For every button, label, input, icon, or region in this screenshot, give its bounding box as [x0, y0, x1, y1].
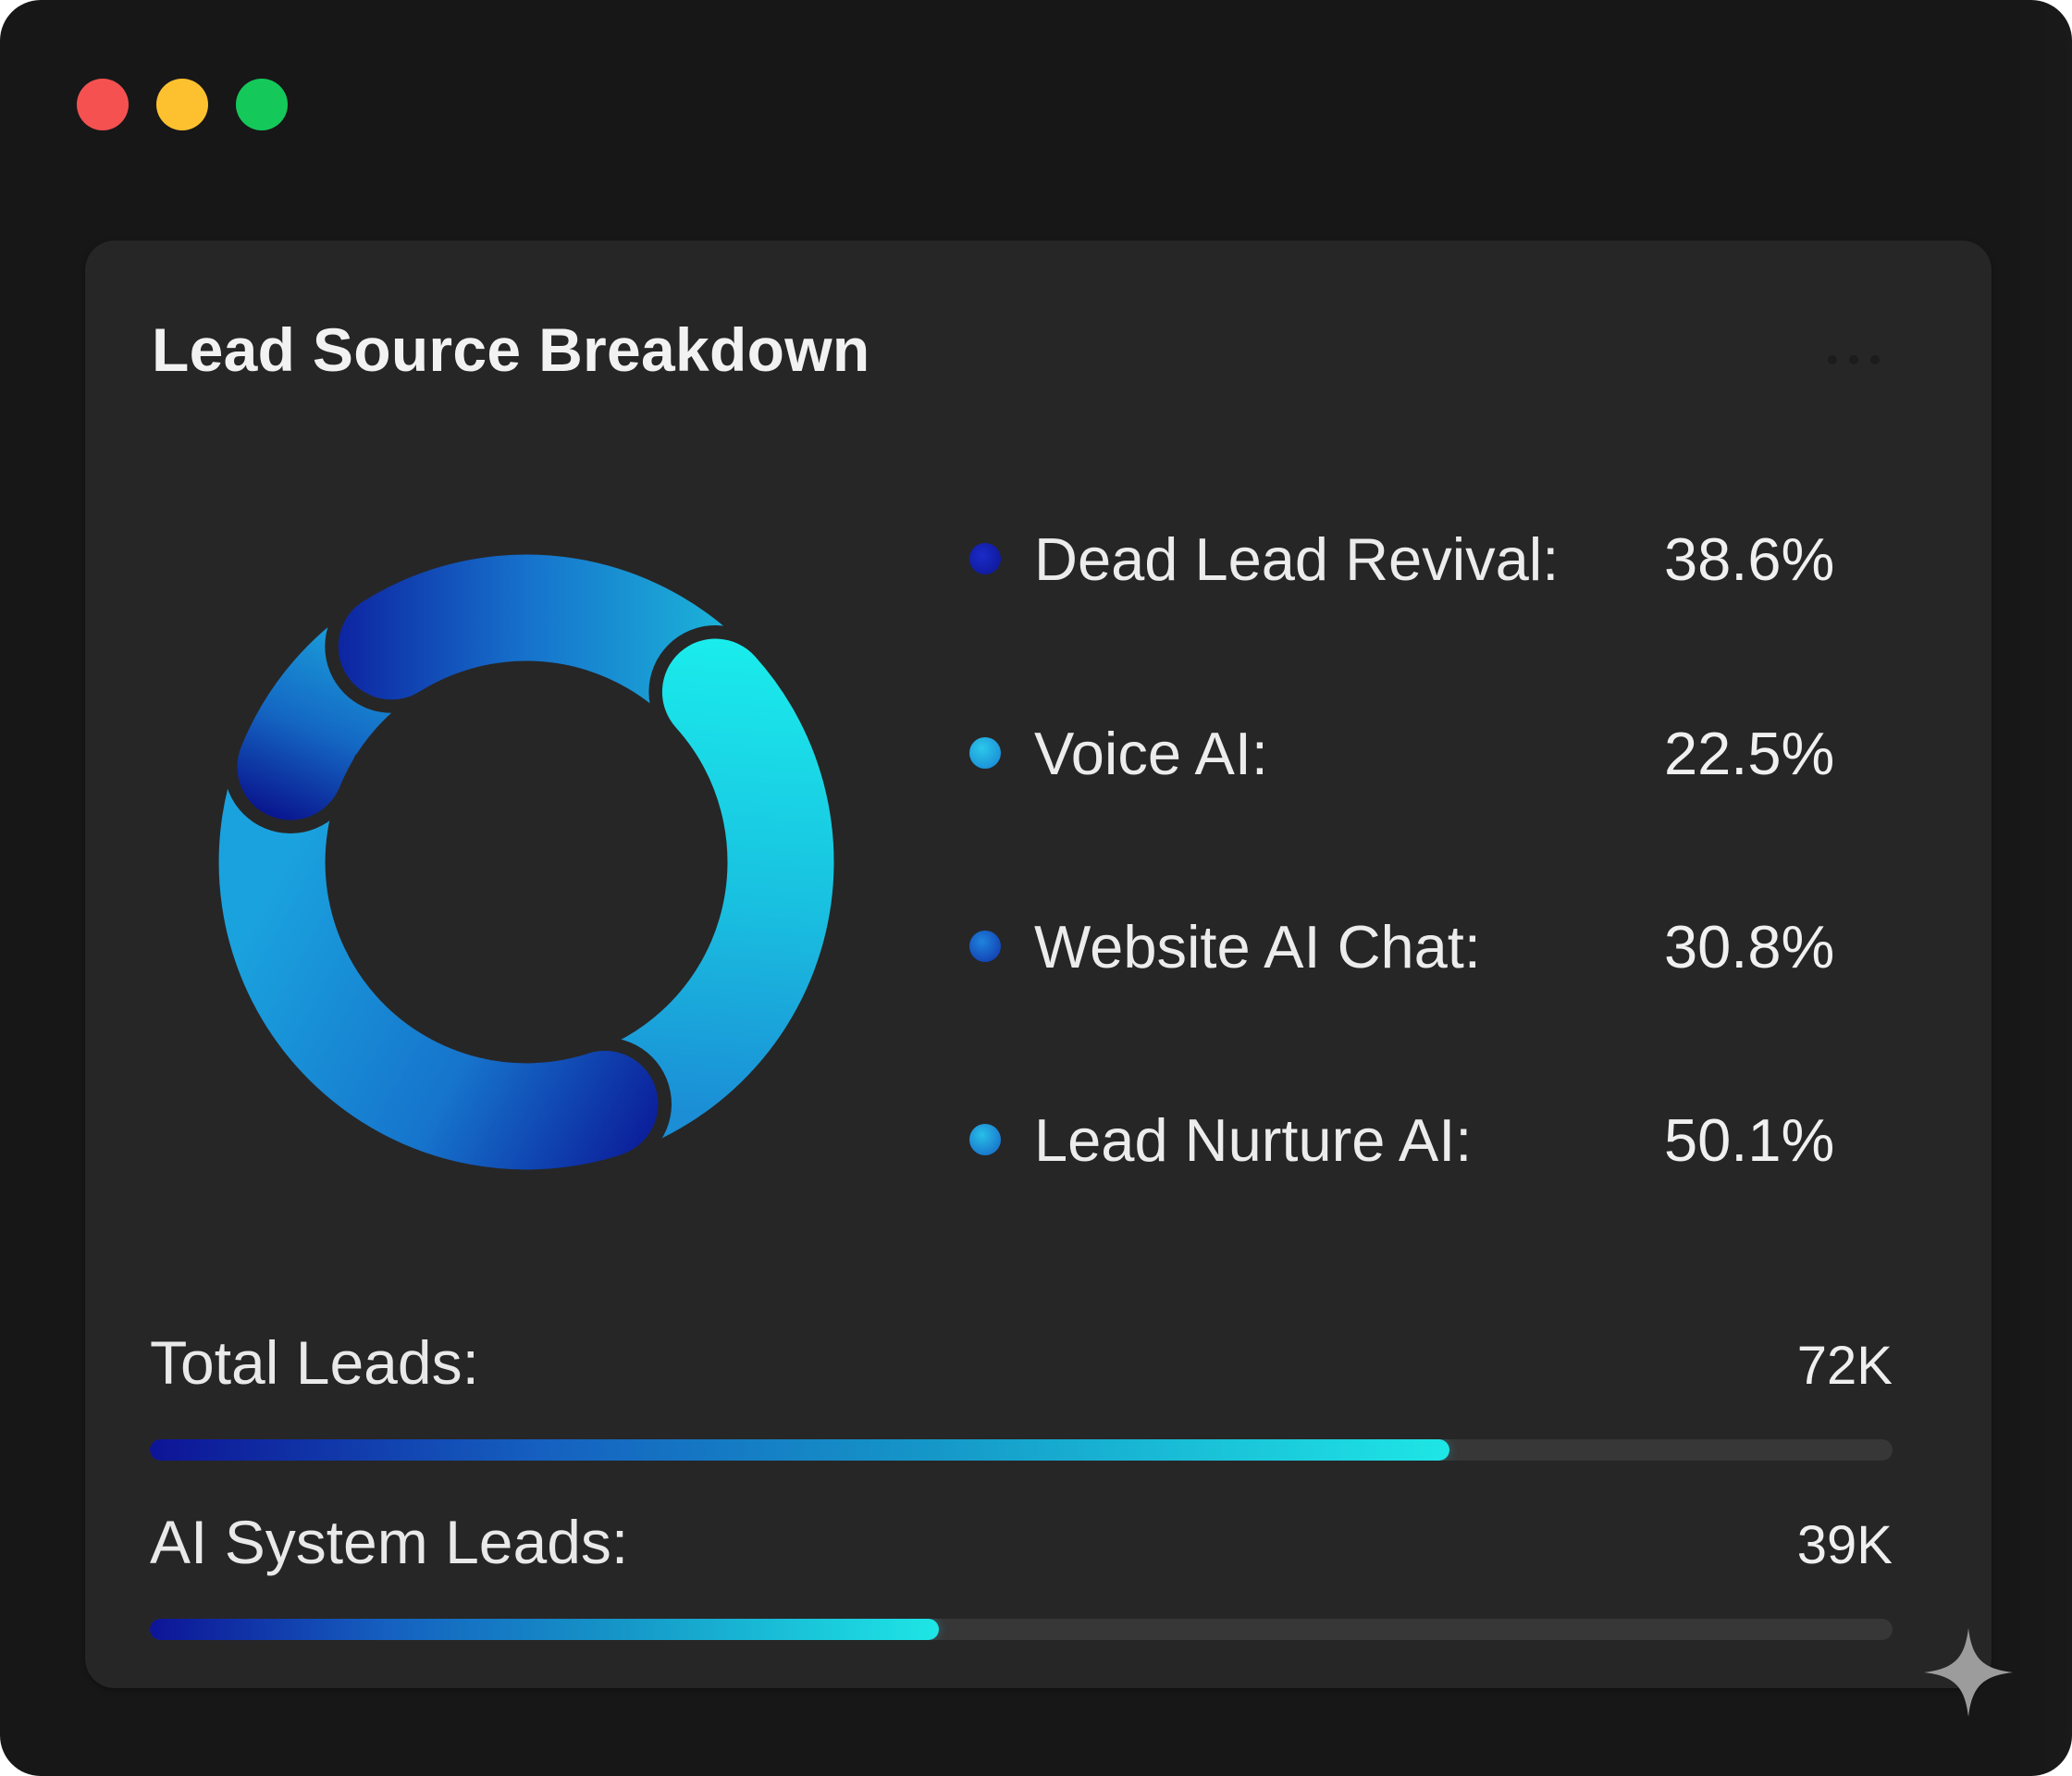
lead-source-card: Lead Source Breakdown	[85, 240, 1992, 1688]
donut-chart	[218, 554, 834, 1171]
sparkle-icon	[1924, 1628, 2013, 1717]
legend-item: Website AI Chat: 30.8%	[969, 910, 1894, 984]
progress-bar	[150, 1619, 1893, 1640]
legend-value: 30.8%	[1664, 913, 1835, 980]
legend-label: Voice AI:	[1034, 720, 1268, 787]
legend-value: 22.5%	[1664, 720, 1835, 787]
minimize-window-button[interactable]	[156, 79, 208, 130]
progress-fill	[150, 1439, 1450, 1461]
legend-value: 50.1%	[1664, 1106, 1835, 1174]
legend-item: Dead Lead Revival: 38.6%	[969, 523, 1894, 597]
metric-label: Total Leads:	[150, 1328, 479, 1397]
close-window-button[interactable]	[77, 79, 129, 130]
window-controls	[77, 79, 288, 130]
more-horizontal-icon-dot	[1870, 355, 1880, 364]
donut-segment-bottom	[218, 701, 659, 1170]
card-title: Lead Source Breakdown	[152, 315, 870, 384]
metric-value: 39K	[1796, 1515, 1893, 1575]
maximize-window-button[interactable]	[236, 79, 288, 130]
legend-label: Lead Nurture AI:	[1034, 1106, 1473, 1174]
legend-label: Website AI Chat:	[1034, 913, 1481, 980]
more-horizontal-icon-dot	[1849, 355, 1858, 364]
more-horizontal-icon	[1828, 355, 1837, 364]
legend-item: Voice AI: 22.5%	[969, 717, 1894, 791]
legend-dot-icon	[969, 737, 1001, 769]
legend-item: Lead Nurture AI: 50.1%	[969, 1104, 1894, 1178]
legend-dot-icon	[969, 543, 1001, 574]
metric-label: AI System Leads:	[150, 1508, 629, 1576]
progress-bar	[150, 1439, 1893, 1461]
legend-dot-icon	[969, 931, 1001, 962]
more-options-button[interactable]	[1822, 350, 1885, 370]
legend-value: 38.6%	[1664, 525, 1835, 593]
legend-dot-icon	[969, 1124, 1001, 1155]
progress-fill	[150, 1619, 940, 1640]
legend-label: Dead Lead Revival:	[1034, 525, 1560, 593]
metric-value: 72K	[1796, 1336, 1893, 1396]
